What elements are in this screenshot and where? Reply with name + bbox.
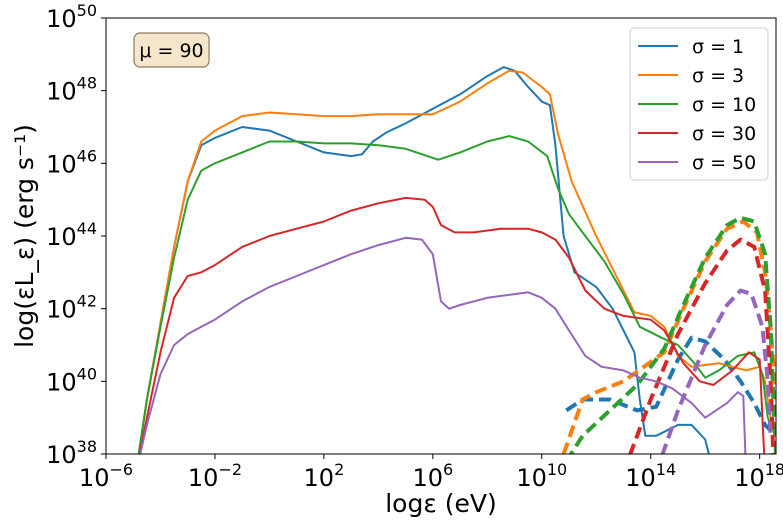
y-tick-base: 10 [46, 223, 77, 251]
y-tick-base: 10 [46, 5, 77, 33]
x-tick-label: 102 [304, 460, 345, 492]
x-tick-label: 106 [412, 460, 453, 492]
x-axis-label: logε (eV) [385, 489, 497, 518]
y-tick-label: 1042 [46, 292, 97, 324]
y-tick-exponent: 46 [77, 146, 97, 165]
y-tick-base: 10 [46, 368, 77, 396]
legend-entry-label: σ = 3 [692, 65, 744, 87]
series-5-dashed-line [660, 288, 773, 454]
x-tick-base: 10 [188, 464, 219, 492]
y-tick-exponent: 44 [77, 219, 97, 238]
y-tick-label: 1046 [46, 146, 97, 178]
x-tick-exponent: 18 [765, 460, 783, 479]
series-5-solid-line [139, 236, 747, 454]
x-tick-base: 10 [625, 464, 656, 492]
annotation-text: μ = 90 [139, 40, 203, 62]
x-tick-exponent: −2 [218, 460, 242, 479]
series-1-dashed-line [565, 335, 776, 438]
y-axis-label: log(εL_ε) (erg s⁻¹) [10, 124, 39, 348]
x-tick-label: 1014 [625, 460, 676, 492]
x-tick-base: 10 [412, 464, 443, 492]
y-tick-exponent: 42 [77, 292, 97, 311]
legend-entry-label: σ = 30 [692, 123, 756, 145]
y-tick-base: 10 [46, 150, 77, 178]
y-tick-exponent: 38 [77, 437, 97, 456]
annotation-background [133, 32, 210, 68]
series-1-solid-line [137, 66, 710, 454]
x-tick-base: 10 [734, 464, 765, 492]
y-tick-label: 1048 [46, 74, 97, 106]
legend-entry-label: σ = 10 [692, 94, 756, 116]
series-4-solid-line [138, 196, 766, 454]
x-tick-exponent: −6 [109, 460, 133, 479]
y-tick-base: 10 [46, 78, 77, 106]
annotation-box: μ = 90 [133, 32, 210, 68]
y-tick-exponent: 50 [77, 1, 97, 20]
y-tick-base: 10 [46, 441, 77, 469]
x-tick-exponent: 2 [334, 460, 344, 479]
y-tick-label: 1038 [46, 437, 97, 469]
y-tick-label: 1050 [46, 1, 97, 33]
x-tick-exponent: 14 [656, 460, 676, 479]
x-tick-base: 10 [304, 464, 335, 492]
y-tick-exponent: 40 [77, 364, 97, 383]
y-tick-label: 1044 [46, 219, 97, 251]
series-3-dashed-line [568, 215, 776, 454]
x-tick-base: 10 [516, 464, 547, 492]
legend: σ = 1 σ = 3 σ = 10 σ = 30 σ = 50 [629, 27, 769, 181]
x-tick-label: 10−2 [188, 460, 242, 492]
y-tick-base: 10 [46, 296, 77, 324]
x-axis-ticks: 10−6 10−2 102 106 1010 1014 1018 [79, 454, 783, 492]
x-tick-label: 1018 [734, 460, 783, 492]
series-3-solid-line [137, 135, 776, 454]
y-tick-label: 1040 [46, 364, 97, 396]
legend-entry-label: σ = 50 [692, 152, 756, 174]
legend-entry-label: σ = 1 [692, 36, 744, 58]
x-tick-exponent: 10 [547, 460, 567, 479]
x-tick-exponent: 6 [443, 460, 453, 479]
y-tick-exponent: 48 [77, 74, 97, 93]
series-layer [137, 66, 776, 454]
x-tick-label: 1010 [516, 460, 567, 492]
legend-frame [629, 27, 769, 181]
x-tick-base: 10 [79, 464, 110, 492]
series-4-dashed-line [628, 237, 776, 454]
x-tick-label: 10−6 [79, 460, 133, 492]
